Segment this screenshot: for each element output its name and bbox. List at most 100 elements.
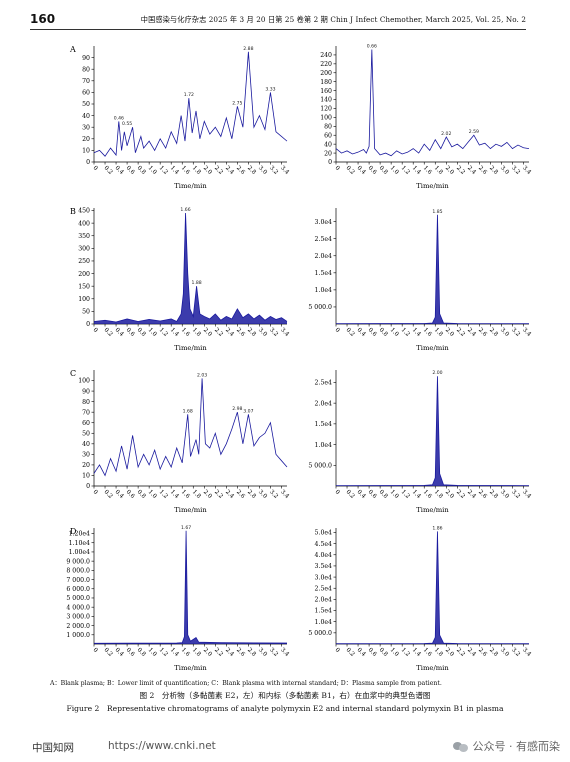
x-tick-label: 0.4 bbox=[114, 647, 125, 658]
x-tick-label: 0 bbox=[334, 489, 341, 496]
x-tick-label: 0.8 bbox=[136, 327, 147, 338]
x-tick-label: 2.2 bbox=[455, 165, 466, 176]
x-tick-label: 2.8 bbox=[246, 489, 257, 500]
x-tick-label: 1.4 bbox=[169, 489, 180, 500]
y-tick-label: 1 000.0 bbox=[66, 632, 90, 639]
x-tick-label: 0 bbox=[92, 327, 99, 334]
series-area bbox=[94, 213, 287, 324]
x-tick-label: 2.8 bbox=[488, 647, 499, 658]
x-tick-label: 0.2 bbox=[103, 327, 114, 338]
x-tick-label: 2.0 bbox=[202, 647, 213, 658]
y-tick-label: 1.5e4 bbox=[315, 270, 333, 277]
x-tick-label: 0.8 bbox=[136, 647, 147, 658]
peak-label: 2.98 bbox=[232, 406, 242, 412]
y-tick-label: 50 bbox=[82, 430, 90, 437]
x-axis-label: Time/min bbox=[416, 344, 449, 352]
x-tick-label: 0 bbox=[334, 327, 341, 334]
x-tick-label: 0.4 bbox=[356, 489, 367, 500]
y-tick-label: 0 bbox=[328, 159, 332, 166]
x-tick-label: 1.6 bbox=[180, 327, 191, 338]
x-tick-label: 2.4 bbox=[466, 165, 477, 176]
x-tick-label: 0.4 bbox=[356, 647, 367, 658]
y-tick-label: 50 bbox=[82, 101, 90, 108]
peak-label: 0.46 bbox=[114, 115, 124, 121]
x-tick-label: 3.4 bbox=[279, 489, 290, 500]
x-tick-label: 2.6 bbox=[477, 165, 488, 176]
chart-d-left: D 1 000.0 2 000.0 3 000.0 4 000.0 5 000.0 6 00… bbox=[66, 525, 290, 672]
x-tick-label: 2.8 bbox=[488, 327, 499, 338]
y-tick-label: 0 bbox=[86, 321, 90, 328]
panel-label: D bbox=[70, 527, 76, 536]
y-tick-label: 220 bbox=[320, 61, 332, 68]
x-tick-label: 1.2 bbox=[158, 489, 169, 500]
y-tick-label: 5 000.0 bbox=[308, 462, 332, 469]
x-tick-label: 3.4 bbox=[279, 165, 290, 176]
x-tick-label: 1.2 bbox=[158, 647, 169, 658]
x-tick-label: 3.2 bbox=[268, 647, 279, 658]
x-axis-label: Time/min bbox=[416, 506, 449, 514]
x-tick-label: 1.6 bbox=[180, 165, 191, 176]
x-tick-label: 1.4 bbox=[411, 165, 422, 176]
x-tick-label: 0.6 bbox=[367, 647, 378, 658]
x-tick-label: 0.8 bbox=[378, 165, 389, 176]
y-tick-label: 20 bbox=[82, 136, 90, 143]
x-tick-label: 1.0 bbox=[389, 327, 400, 338]
series-line bbox=[335, 531, 530, 645]
y-tick-label: 2.0e4 bbox=[315, 253, 333, 260]
series-area bbox=[336, 531, 529, 644]
y-tick-label: 100 bbox=[78, 296, 90, 303]
x-tick-label: 1.0 bbox=[389, 489, 400, 500]
x-tick-label: 0.6 bbox=[125, 165, 136, 176]
figure-legend: A：Blank plasma; B：Lower limit of quantif… bbox=[50, 680, 442, 687]
y-tick-label: 40 bbox=[82, 441, 90, 448]
x-tick-label: 2.4 bbox=[224, 647, 235, 658]
x-tick-label: 0.8 bbox=[378, 647, 389, 658]
series-line bbox=[335, 49, 530, 157]
x-tick-label: 1.6 bbox=[422, 327, 433, 338]
y-tick-label: 90 bbox=[82, 55, 90, 62]
x-tick-label: 1.6 bbox=[422, 165, 433, 176]
x-tick-label: 1.4 bbox=[169, 327, 180, 338]
x-tick-label: 2.2 bbox=[455, 647, 466, 658]
x-tick-label: 1.2 bbox=[400, 327, 411, 338]
x-tick-label: 3.4 bbox=[521, 489, 532, 500]
x-tick-label: 3.0 bbox=[257, 489, 268, 500]
x-tick-label: 1.6 bbox=[180, 647, 191, 658]
x-tick-label: 1.4 bbox=[411, 489, 422, 500]
series-line bbox=[93, 378, 288, 477]
x-tick-label: 1.0 bbox=[389, 165, 400, 176]
x-tick-label: 2.6 bbox=[477, 489, 488, 500]
x-tick-label: 1.2 bbox=[400, 489, 411, 500]
x-tick-label: 0.2 bbox=[345, 647, 356, 658]
wechat-account: 公众号 · 有感而染 bbox=[452, 738, 560, 754]
y-tick-label: 2.0e4 bbox=[315, 597, 333, 604]
y-tick-label: 4.0e4 bbox=[315, 552, 333, 559]
y-tick-label: 240 bbox=[320, 52, 332, 59]
page-number: 160 bbox=[30, 12, 56, 26]
peak-label: 2.59 bbox=[469, 129, 479, 135]
x-tick-label: 1.8 bbox=[433, 489, 444, 500]
x-tick-label: 2.2 bbox=[455, 489, 466, 500]
x-tick-label: 0.2 bbox=[103, 165, 114, 176]
y-tick-label: 70 bbox=[82, 78, 90, 85]
peak-label: 0.66 bbox=[367, 44, 377, 50]
x-tick-label: 2.8 bbox=[246, 327, 257, 338]
y-tick-label: 60 bbox=[82, 90, 90, 97]
y-tick-label: 150 bbox=[78, 283, 90, 290]
y-tick-label: 70 bbox=[82, 409, 90, 416]
y-tick-label: 2.5e4 bbox=[315, 585, 333, 592]
x-tick-label: 2.2 bbox=[213, 647, 224, 658]
chart-panel-b-left: B 0 50 100 150 200 250 300 350 400 450 0 0.2 0.4 0.6 0.… bbox=[48, 200, 293, 352]
x-tick-label: 2.0 bbox=[444, 489, 455, 500]
x-tick-label: 0 bbox=[92, 489, 99, 496]
series-line bbox=[93, 213, 288, 323]
y-tick-label: 80 bbox=[82, 66, 90, 73]
x-tick-label: 2.6 bbox=[477, 327, 488, 338]
x-tick-label: 0.2 bbox=[345, 327, 356, 338]
x-tick-label: 2.6 bbox=[235, 165, 246, 176]
x-tick-label: 0 bbox=[334, 647, 341, 654]
x-tick-label: 0.4 bbox=[356, 165, 367, 176]
